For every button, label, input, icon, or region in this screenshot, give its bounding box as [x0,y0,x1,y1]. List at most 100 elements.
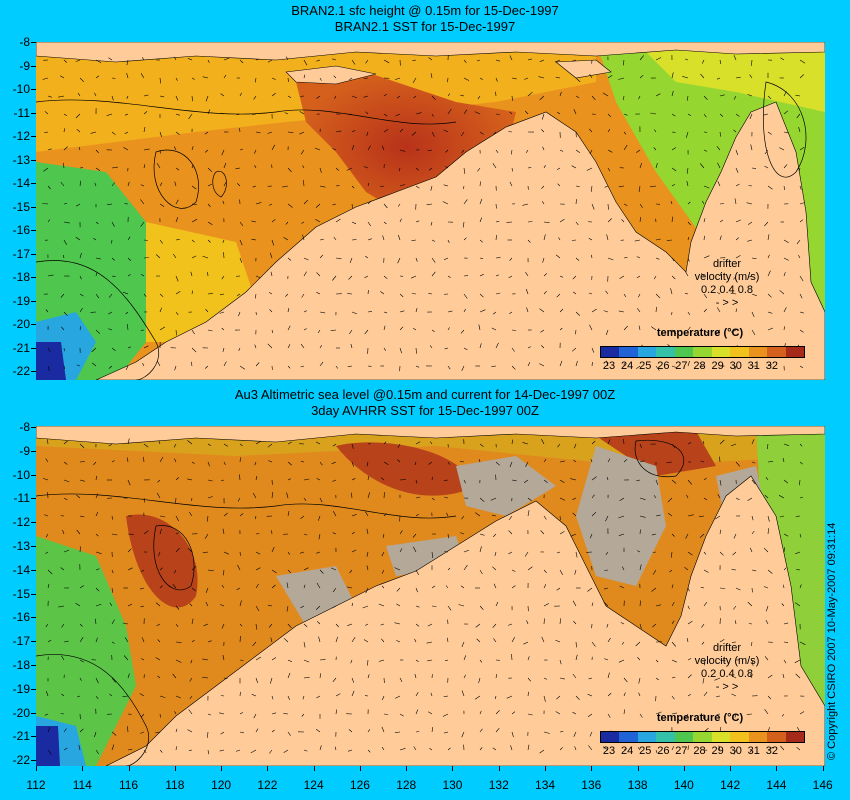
current-arrow [63,640,69,643]
current-arrow [795,551,801,555]
current-arrow [332,275,337,281]
current-arrow [287,569,292,574]
latitude-label: -15 [12,586,30,601]
current-arrow [618,533,625,536]
current-arrow [219,712,225,715]
current-arrow [221,584,225,589]
current-arrow [573,459,577,463]
current-arrow [591,254,593,259]
current-arrow [191,255,197,259]
current-arrow [542,146,545,151]
current-arrow [575,551,578,558]
latitude-label: -10 [12,82,30,96]
current-arrow [139,693,145,697]
current-arrow [143,456,145,463]
current-arrow [447,327,450,331]
current-arrow [463,308,466,313]
current-arrow [239,128,241,133]
current-arrow [204,365,209,369]
current-arrow [591,362,593,367]
latitude-tick [31,474,36,476]
current-arrow [559,569,563,575]
current-arrow [508,515,513,521]
current-arrow [479,198,483,205]
current-arrow [702,713,705,719]
current-arrow [157,479,161,483]
latitude-tick [31,159,36,161]
current-arrow [95,511,99,517]
current-arrow [747,497,753,501]
current-arrow [527,656,530,661]
current-arrow [653,495,657,499]
current-arrow [431,476,433,481]
current-arrow [399,184,406,187]
current-arrow [287,672,291,679]
current-arrow [638,293,641,298]
current-arrow [575,329,577,335]
current-arrow [190,271,193,277]
current-arrow [239,551,241,556]
current-arrow [559,497,566,501]
current-arrow [767,270,771,277]
current-arrow [268,292,273,295]
current-arrow [764,656,769,661]
current-arrow [399,677,403,683]
current-arrow [719,113,724,117]
current-arrow [367,749,371,753]
current-arrow [205,308,209,313]
current-arrow [461,641,465,648]
current-arrow [155,254,161,259]
current-arrow [572,275,577,280]
current-arrow [575,77,581,83]
current-arrow [527,744,530,751]
current-arrow [351,677,355,683]
current-arrow [62,162,65,169]
current-arrow [460,131,465,137]
current-arrow [604,569,609,571]
current-arrow [207,272,209,277]
current-arrow [45,551,49,554]
current-arrow [751,479,756,485]
current-arrow [63,311,68,316]
current-arrow [767,461,774,463]
current-arrow [431,551,434,558]
current-arrow [175,547,180,553]
current-arrow [606,477,609,481]
current-arrow [255,58,260,61]
current-arrow [253,713,257,719]
current-arrow [223,443,228,447]
drifter-velocity-label: velocity (m/s) [694,655,760,667]
current-arrow [239,659,244,661]
current-arrow [607,439,611,445]
current-arrow [430,73,433,79]
current-arrow [444,257,449,260]
drifter-arrows: - > > [715,681,739,693]
current-arrow [623,257,628,259]
current-arrow [397,257,401,264]
current-arrow [430,221,433,226]
latitude-tick [31,42,36,43]
top-title-line1: BRAN2.1 sfc height @ 0.15m for 15-Dec-19… [291,3,559,18]
current-arrow [219,604,225,607]
current-arrow [95,167,101,172]
current-arrow [751,569,757,572]
drifter-scale: 0.2 0.4 0.8 [701,284,753,296]
current-arrow [367,475,370,481]
current-arrow [687,311,691,316]
current-arrow [492,623,497,628]
current-arrow [287,344,291,349]
current-arrow [175,216,179,223]
current-arrow [127,548,132,553]
current-arrow [351,130,356,133]
current-arrow [47,639,52,643]
current-arrow [365,511,369,517]
current-arrow [174,711,177,715]
current-arrow [525,149,529,153]
current-arrow [126,95,129,99]
current-arrow [399,713,404,717]
current-arrow [239,712,244,715]
current-arrow [479,309,486,313]
current-arrow [253,95,257,100]
current-arrow [396,587,401,592]
current-arrow [575,257,580,261]
